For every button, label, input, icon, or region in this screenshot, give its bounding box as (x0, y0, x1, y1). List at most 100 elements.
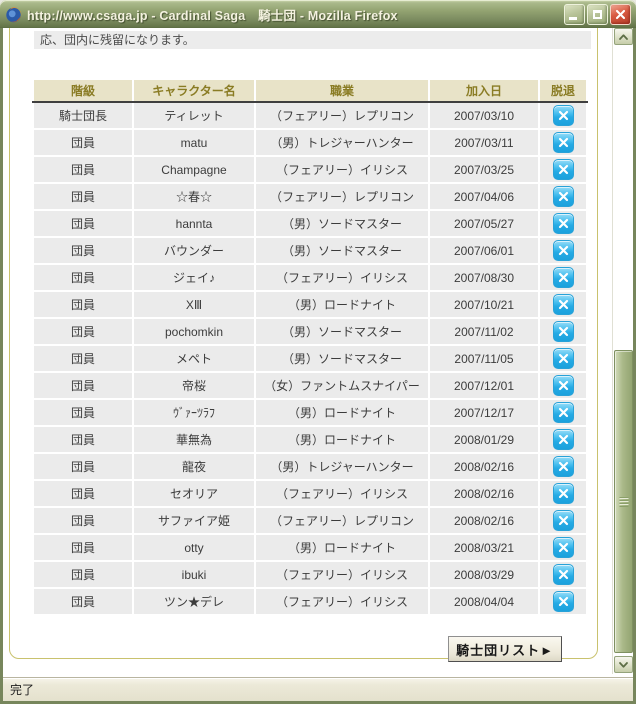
x-icon (558, 380, 568, 391)
remove-cell (540, 454, 586, 479)
thumb-grip (619, 496, 628, 507)
scroll-down-button[interactable] (614, 656, 633, 673)
join-date-cell: 2007/03/10 (430, 103, 538, 128)
remove-cell (540, 535, 586, 560)
page-viewport: 応、団内に残留になります。 階級 キャラクター名 職業 加入日 脱退 騎 (3, 28, 633, 674)
knight-order-list-button[interactable]: 騎士団リスト► (448, 636, 562, 662)
remove-member-button[interactable] (552, 483, 574, 504)
remove-member-button[interactable] (552, 132, 574, 153)
header-remove: 脱退 (540, 80, 586, 101)
job-cell: （フェアリー）イリシス (256, 589, 428, 614)
minimize-icon (568, 16, 577, 20)
x-icon (558, 488, 568, 499)
remove-member-button[interactable] (552, 564, 574, 585)
remove-member-button[interactable] (552, 429, 574, 450)
join-date-cell: 2008/01/29 (430, 427, 538, 452)
job-cell: （男）ロードナイト (256, 292, 428, 317)
x-icon (558, 461, 568, 472)
remove-cell (540, 562, 586, 587)
table-row: 団員 ibuki （フェアリー）イリシス 2008/03/29 (34, 562, 586, 587)
job-cell: （男）トレジャーハンター (256, 454, 428, 479)
rank-cell: 団員 (34, 184, 132, 209)
remove-member-button[interactable] (552, 294, 574, 315)
rank-cell: 団員 (34, 211, 132, 236)
scrollbar-thumb[interactable] (614, 350, 633, 653)
table-row: 団員 ツン★デレ （フェアリー）イリシス 2008/04/04 (34, 589, 586, 614)
header-job: 職業 (256, 80, 428, 101)
maximize-icon (593, 9, 602, 19)
remove-cell (540, 481, 586, 506)
table-row: 団員 龍夜 （男）トレジャーハンター 2008/02/16 (34, 454, 586, 479)
close-button[interactable] (610, 3, 631, 25)
table-row: 団員 XⅢ （男）ロードナイト 2007/10/21 (34, 292, 586, 317)
job-cell: （男）ソードマスター (256, 346, 428, 371)
rank-cell: 団員 (34, 292, 132, 317)
table-row: 団員 pochomkin （男）ソードマスター 2007/11/02 (34, 319, 586, 344)
remove-member-button[interactable] (552, 456, 574, 477)
remove-cell (540, 211, 586, 236)
maximize-button[interactable] (587, 3, 608, 25)
remove-member-button[interactable] (552, 591, 574, 612)
remove-member-button[interactable] (552, 105, 574, 126)
firefox-icon[interactable] (5, 6, 22, 23)
character-name-cell: バウンダー (134, 238, 254, 263)
join-date-cell: 2007/12/01 (430, 373, 538, 398)
character-name-cell: ｳﾞｧｰﾂﾗﾌ (134, 400, 254, 425)
remove-cell (540, 373, 586, 398)
remove-member-button[interactable] (552, 510, 574, 531)
job-cell: （男）ロードナイト (256, 427, 428, 452)
remove-member-button[interactable] (552, 537, 574, 558)
remove-member-button[interactable] (552, 402, 574, 423)
remove-member-button[interactable] (552, 348, 574, 369)
x-icon (558, 515, 568, 526)
remove-member-button[interactable] (552, 321, 574, 342)
table-row: 団員 Champagne （フェアリー）イリシス 2007/03/25 (34, 157, 586, 182)
remove-cell (540, 400, 586, 425)
x-icon (558, 272, 568, 283)
job-cell: （フェアリー）イリシス (256, 562, 428, 587)
character-name-cell: ティレット (134, 103, 254, 128)
remove-cell (540, 319, 586, 344)
rank-cell: 団員 (34, 238, 132, 263)
remove-member-button[interactable] (552, 240, 574, 261)
remove-member-button[interactable] (552, 213, 574, 234)
remove-cell (540, 157, 586, 182)
job-cell: （男）ソードマスター (256, 238, 428, 263)
table-row: 団員 ｳﾞｧｰﾂﾗﾌ （男）ロードナイト 2007/12/17 (34, 400, 586, 425)
notice-text: 応、団内に残留になります。 (34, 31, 591, 49)
remove-cell (540, 265, 586, 290)
rank-cell: 団員 (34, 157, 132, 182)
rank-cell: 団員 (34, 400, 132, 425)
close-icon (615, 9, 626, 19)
character-name-cell: hannta (134, 211, 254, 236)
minimize-button[interactable] (564, 3, 585, 25)
remove-member-button[interactable] (552, 186, 574, 207)
scroll-up-button[interactable] (614, 28, 633, 45)
character-name-cell: otty (134, 535, 254, 560)
rank-cell: 団員 (34, 319, 132, 344)
join-date-cell: 2007/05/27 (430, 211, 538, 236)
rank-cell: 団員 (34, 535, 132, 560)
header-join-date: 加入日 (430, 80, 538, 101)
join-date-cell: 2007/04/06 (430, 184, 538, 209)
x-icon (558, 245, 568, 256)
remove-member-button[interactable] (552, 159, 574, 180)
title-bar[interactable]: http://www.csaga.jp - Cardinal Saga 騎士団 … (0, 0, 636, 28)
character-name-cell: 龍夜 (134, 454, 254, 479)
table-row: 団員 バウンダー （男）ソードマスター 2007/06/01 (34, 238, 586, 263)
vertical-scrollbar[interactable] (612, 28, 633, 674)
table-row: 団員 華無為 （男）ロードナイト 2008/01/29 (34, 427, 586, 452)
character-name-cell: 帝桜 (134, 373, 254, 398)
remove-cell (540, 238, 586, 263)
remove-member-button[interactable] (552, 267, 574, 288)
join-date-cell: 2007/10/21 (430, 292, 538, 317)
x-icon (558, 191, 568, 202)
chevron-up-icon (619, 33, 628, 40)
member-table: 階級 キャラクター名 職業 加入日 脱退 騎士団長 ティレット （フェアリー）レ… (32, 78, 588, 616)
rank-cell: 団員 (34, 130, 132, 155)
x-icon (558, 407, 568, 418)
job-cell: （フェアリー）イリシス (256, 481, 428, 506)
join-date-cell: 2008/02/16 (430, 508, 538, 533)
job-cell: （フェアリー）レプリコン (256, 184, 428, 209)
remove-member-button[interactable] (552, 375, 574, 396)
